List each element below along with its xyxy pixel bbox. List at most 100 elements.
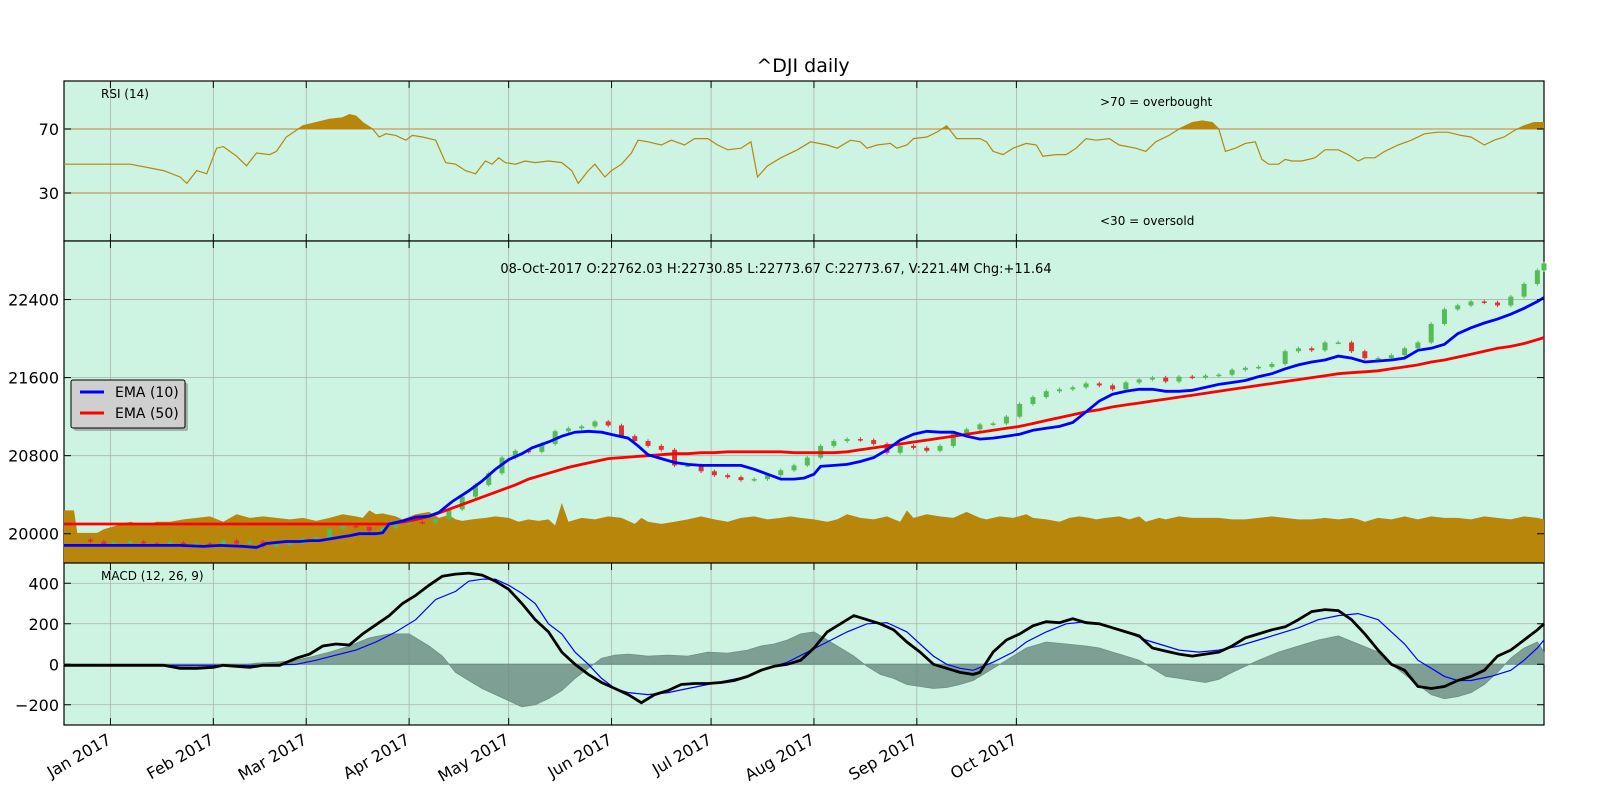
up-candle: [1468, 301, 1474, 306]
up-candle: [380, 527, 386, 531]
rsi-overbought-fill: [64, 114, 1544, 129]
rsi-label: RSI (14): [101, 87, 149, 101]
x-tick-label: Jan 2017: [43, 730, 114, 782]
up-candle: [1295, 348, 1301, 352]
chart-title: ^DJI daily: [756, 55, 849, 77]
ema-legend: EMA (10) EMA (50): [70, 379, 188, 431]
y-tick-label: −200: [15, 696, 59, 715]
up-candle: [1322, 342, 1328, 351]
up-candle: [1415, 342, 1421, 349]
up-candle: [486, 473, 492, 485]
up-candle: [950, 433, 956, 446]
y-tick-label: 22400: [8, 291, 59, 310]
rsi-y-axis: 30 70: [39, 120, 1544, 203]
up-candle: [127, 541, 133, 544]
up-candle: [897, 445, 903, 453]
up-candle: [406, 522, 412, 524]
up-candle: [964, 429, 970, 434]
down-candle: [1362, 351, 1368, 359]
up-candle: [844, 439, 850, 442]
down-candle: [141, 541, 147, 544]
up-candle: [831, 441, 837, 446]
up-candle: [1057, 389, 1063, 392]
down-candle: [871, 440, 877, 444]
y-tick-label: 30: [39, 184, 59, 203]
up-candle: [778, 470, 784, 476]
rsi-line: [64, 113, 1544, 185]
down-candle: [1189, 376, 1195, 379]
up-candle: [1402, 348, 1408, 356]
rsi-panel: RSI (14) >70 = overbought <30 = oversold…: [39, 80, 1545, 242]
up-candle: [1242, 367, 1248, 370]
x-tick-label: Apr 2017: [340, 730, 413, 783]
down-candle: [88, 539, 94, 542]
x-tick-label: Feb 2017: [143, 730, 217, 784]
up-candle: [1149, 377, 1155, 380]
up-candle: [194, 543, 200, 546]
up-candle: [1508, 296, 1514, 306]
volume-area: [64, 502, 1544, 563]
up-candle: [1282, 351, 1288, 364]
up-candle: [459, 496, 465, 510]
up-candle: [990, 423, 996, 425]
down-candle: [605, 421, 611, 426]
up-candle: [1256, 366, 1262, 369]
y-tick-label: 20000: [8, 525, 59, 544]
up-candle: [1388, 355, 1394, 359]
down-candle: [180, 542, 186, 546]
x-tick-label: May 2017: [435, 730, 513, 786]
legend-label-ema10: EMA (10): [115, 385, 179, 401]
down-candle: [1110, 385, 1116, 390]
up-candle: [313, 537, 319, 540]
down-candle: [1309, 348, 1315, 351]
up-candle: [340, 525, 346, 529]
x-tick-label: Sep 2017: [845, 730, 920, 784]
up-candle: [326, 528, 332, 538]
up-candle: [1269, 363, 1275, 367]
down-candle: [857, 439, 863, 441]
up-candle: [1203, 375, 1209, 378]
y-tick-label: 70: [39, 120, 59, 139]
ema10-line: [64, 296, 1545, 549]
oversold-annotation: <30 = oversold: [1100, 214, 1194, 228]
y-tick-label: 0: [49, 655, 59, 674]
up-candle: [1335, 342, 1341, 344]
up-candle: [1455, 305, 1461, 310]
down-candle: [101, 541, 107, 546]
macd-line: [64, 571, 1545, 705]
down-candle: [526, 450, 532, 453]
up-candle: [1083, 383, 1089, 388]
up-candle: [1441, 309, 1447, 324]
up-candle: [1375, 358, 1381, 360]
up-candle: [804, 457, 810, 466]
down-candle: [1096, 383, 1102, 386]
down-candle: [234, 540, 240, 544]
up-candle: [539, 443, 545, 452]
macd-panel: MACD (12, 26, 9) −200 0 200 400: [15, 562, 1545, 726]
up-candle: [1229, 369, 1235, 375]
down-candle: [738, 477, 744, 481]
down-candle: [1349, 342, 1355, 352]
down-candle: [419, 522, 425, 524]
x-tick-label: Jul 2017: [648, 730, 715, 780]
down-candle: [632, 436, 638, 442]
down-candle: [924, 447, 930, 451]
down-candle: [207, 543, 213, 545]
ema50-line: [64, 336, 1545, 526]
price-y-axis: 20000 20800 21600 22400: [8, 291, 1544, 544]
legend-label-ema50: EMA (50): [115, 406, 179, 422]
up-candle: [220, 540, 226, 545]
macd-lines: [64, 571, 1545, 705]
up-candle: [1123, 382, 1129, 390]
macd-histogram: [63, 631, 1545, 708]
macd-y-axis: −200 0 200 400: [15, 574, 1544, 715]
up-candle: [287, 543, 293, 545]
x-tick-label: Oct 2017: [947, 730, 1020, 783]
up-candle: [273, 544, 279, 547]
y-tick-label: 21600: [8, 369, 59, 388]
up-candle: [167, 542, 173, 545]
down-candle: [1481, 301, 1487, 303]
macd-histogram-area: [63, 631, 1545, 708]
up-candle: [592, 421, 598, 427]
